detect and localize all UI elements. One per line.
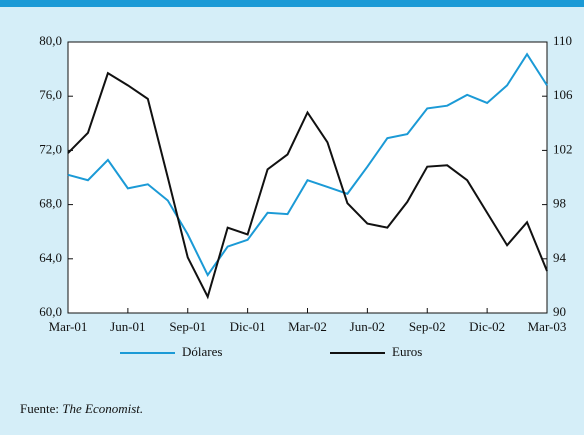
x-tick-label: Mar-03 (528, 319, 567, 334)
source: Fuente: The Economist. (20, 401, 143, 416)
x-tick-label: Dic-02 (469, 319, 505, 334)
y2-tick-label: 90 (553, 304, 566, 319)
legend-label: Euros (392, 344, 422, 359)
y2-tick-label: 98 (553, 196, 566, 211)
x-tick-label: Sep-02 (409, 319, 446, 334)
y2-tick-label: 110 (553, 33, 572, 48)
y2-tick-label: 102 (553, 141, 573, 156)
y-tick-label: 60,0 (39, 304, 62, 319)
y-tick-label: 68,0 (39, 196, 62, 211)
source-name: The Economist. (62, 401, 143, 416)
y-tick-label: 80,0 (39, 33, 62, 48)
y-tick-label: 64,0 (39, 250, 62, 265)
x-tick-label: Dic-01 (230, 319, 266, 334)
y-tick-label: 76,0 (39, 87, 62, 102)
x-tick-label: Sep-01 (169, 319, 206, 334)
plot-area (67, 41, 548, 314)
y2-tick-label: 94 (553, 250, 567, 265)
source-label: Fuente: (20, 401, 59, 416)
x-tick-label: Mar-02 (288, 319, 327, 334)
x-tick-label: Jun-02 (350, 319, 385, 334)
legend-label: Dólares (182, 344, 222, 359)
x-tick-label: Jun-01 (110, 319, 145, 334)
y-tick-label: 72,0 (39, 141, 62, 156)
y2-tick-label: 106 (553, 87, 573, 102)
x-tick-label: Mar-01 (49, 319, 88, 334)
top-band (0, 0, 584, 7)
series-line (67, 52, 548, 278)
series-line (67, 71, 548, 300)
